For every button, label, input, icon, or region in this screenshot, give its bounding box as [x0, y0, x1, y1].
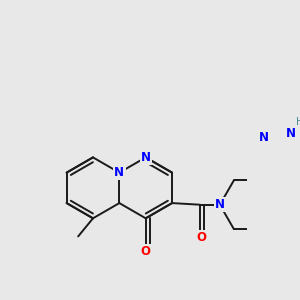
Text: O: O [197, 231, 207, 244]
Text: N: N [259, 131, 269, 144]
Text: O: O [141, 245, 151, 258]
Text: N: N [215, 198, 225, 211]
Text: H: H [296, 117, 300, 128]
Text: N: N [285, 128, 296, 140]
Text: N: N [114, 166, 124, 179]
Text: N: N [141, 151, 151, 164]
